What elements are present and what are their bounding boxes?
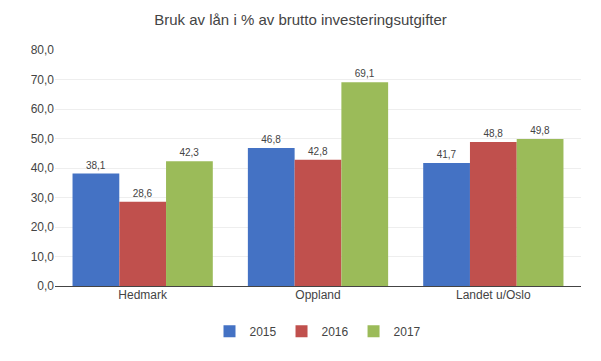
svg-text:Hedmark: Hedmark <box>118 288 168 302</box>
svg-text:Oppland: Oppland <box>295 288 340 302</box>
svg-text:46,8: 46,8 <box>261 134 281 145</box>
svg-text:10,0: 10,0 <box>31 250 55 264</box>
svg-text:20,0: 20,0 <box>31 220 55 234</box>
svg-text:49,8: 49,8 <box>530 125 550 136</box>
svg-text:42,3: 42,3 <box>179 147 199 158</box>
svg-text:69,1: 69,1 <box>355 68 375 79</box>
svg-text:42,8: 42,8 <box>308 146 328 157</box>
svg-text:28,6: 28,6 <box>133 188 153 199</box>
svg-text:2017: 2017 <box>394 325 421 339</box>
svg-text:60,0: 60,0 <box>31 102 55 116</box>
svg-text:38,1: 38,1 <box>86 160 106 171</box>
svg-text:Landet u/Oslo: Landet u/Oslo <box>456 288 531 302</box>
svg-text:48,8: 48,8 <box>483 128 503 139</box>
svg-text:80,0: 80,0 <box>31 43 55 57</box>
svg-text:2016: 2016 <box>322 325 349 339</box>
svg-text:Bruk av lån i % av brutto inve: Bruk av lån i % av brutto investeringsut… <box>154 11 447 28</box>
svg-text:2015: 2015 <box>250 325 277 339</box>
svg-text:41,7: 41,7 <box>437 149 457 160</box>
svg-text:40,0: 40,0 <box>31 161 55 175</box>
svg-text:0,0: 0,0 <box>37 279 54 293</box>
svg-text:30,0: 30,0 <box>31 191 55 205</box>
svg-text:70,0: 70,0 <box>31 73 55 87</box>
svg-text:50,0: 50,0 <box>31 132 55 146</box>
